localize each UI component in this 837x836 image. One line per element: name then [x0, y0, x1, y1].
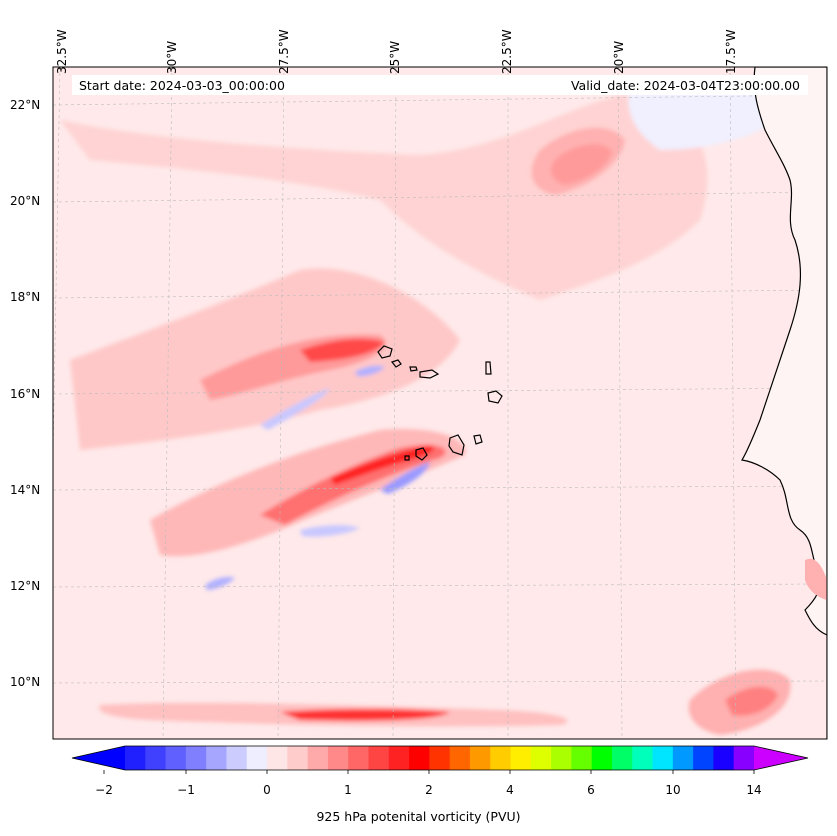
cape-verde-islands — [377, 345, 503, 461]
colorbar-segment — [429, 746, 451, 770]
colorbar-segment — [206, 746, 227, 770]
gridlines — [53, 67, 827, 739]
island-boa-vista — [487, 390, 503, 404]
colorbar-segment — [530, 746, 552, 770]
island-brava — [404, 455, 410, 461]
grid-lon — [729, 67, 737, 739]
colorbar-segment — [449, 746, 471, 770]
lat-label: 10°N — [10, 675, 41, 689]
colorbar-segment — [185, 746, 207, 770]
colorbar-segment — [571, 746, 593, 770]
colorbar-tick-label: −1 — [177, 783, 195, 797]
colorbar-segment — [125, 746, 146, 770]
colorbar-tick-label: −2 — [95, 783, 113, 797]
contour-south-high — [280, 709, 450, 721]
colorbar-segment — [165, 746, 187, 770]
grid-lon — [162, 67, 173, 739]
island-sao-nicolau — [419, 369, 440, 379]
grid-lon — [392, 67, 397, 739]
colorbar-segment — [510, 746, 532, 770]
island-sao-vicente — [390, 359, 402, 368]
colorbar-segment — [693, 746, 714, 770]
colorbar-title: 925 hPa potenital vorticity (PVU) — [316, 809, 521, 824]
lat-label: 22°N — [10, 98, 41, 112]
colorbar-segment — [388, 746, 410, 770]
lon-label: 17.5°W — [724, 29, 738, 74]
start-date: Start date: 2024-03-03_00:00:00 — [79, 78, 285, 93]
lon-label: 25°W — [388, 40, 402, 74]
lon-label: 27.5°W — [277, 29, 291, 74]
lat-label: 12°N — [10, 579, 41, 593]
land-contour — [805, 558, 827, 600]
colorbar-segment — [327, 746, 349, 770]
island-sal — [485, 361, 492, 375]
colorbar-segment — [551, 746, 572, 770]
colorbar-segment — [611, 746, 633, 770]
colorbar-segment — [713, 746, 735, 770]
map-field — [53, 67, 827, 739]
colorbar-segment — [145, 746, 167, 770]
island-maio — [473, 434, 483, 445]
colorbar-tick-label: 1 — [344, 783, 352, 797]
colorbar-segment — [226, 746, 248, 770]
colorbar-tick-label: 10 — [665, 783, 681, 797]
island-santo-antao — [377, 345, 393, 359]
grid-lon — [617, 67, 623, 739]
lat-label: 18°N — [10, 290, 41, 304]
grid-lon — [277, 67, 285, 739]
contour-neg-5 — [355, 365, 385, 377]
colorbar-segment — [348, 746, 369, 770]
colorbar-extend-min — [72, 746, 125, 770]
colorbar-segment — [733, 746, 755, 770]
colorbar-segment — [307, 746, 329, 770]
colorbar-segment — [632, 746, 654, 770]
colorbar-extend-max — [754, 746, 808, 770]
colorbar — [71, 745, 809, 774]
colorbar-segment — [409, 746, 430, 770]
grid-lon — [53, 67, 61, 476]
colorbar-tick-label: 0 — [263, 783, 271, 797]
island-santiago — [448, 434, 465, 456]
lat-label: 16°N — [10, 387, 41, 401]
contour-neg-4 — [205, 576, 235, 590]
lon-label: 22.5°W — [500, 29, 514, 74]
contour-neg-1 — [260, 388, 330, 430]
lon-label: 30°W — [165, 40, 179, 74]
colorbar-outline — [71, 745, 809, 771]
contour-band1-high — [300, 338, 385, 362]
colorbar-tick-label: 14 — [746, 783, 762, 797]
island-santa-luzia — [409, 366, 418, 372]
contour-high-north — [551, 144, 612, 185]
colorbar-segment — [490, 746, 512, 770]
colorbar-tick-label: 4 — [506, 783, 514, 797]
contour-neg-2 — [380, 462, 430, 494]
date-box — [72, 75, 808, 95]
island-fogo — [415, 447, 428, 461]
colorbar-segment — [469, 746, 491, 770]
contour-neg-3 — [300, 525, 360, 537]
contour-band2-high — [330, 445, 434, 485]
colorbar-segment — [652, 746, 674, 770]
colorbar-segment — [368, 746, 390, 770]
map-frame — [52, 66, 828, 740]
valid-date: Valid_date: 2024-03-04T23:00:00.00 — [570, 78, 800, 93]
contour-band2-mid — [260, 445, 446, 525]
lon-label: 20°W — [612, 40, 626, 74]
contour-se-high — [725, 686, 778, 716]
colorbar-segment — [672, 746, 694, 770]
colorbar-segment — [287, 746, 309, 770]
lat-label: 20°N — [10, 194, 41, 208]
lat-label: 14°N — [10, 483, 41, 497]
colorbar-tick-label: 2 — [425, 783, 433, 797]
colorbar-segment — [267, 746, 288, 770]
lon-label: 32.5°W — [55, 29, 69, 74]
colorbar-segment — [591, 746, 613, 770]
colorbar-tick-label: 6 — [587, 783, 595, 797]
colorbar-segment — [246, 746, 268, 770]
